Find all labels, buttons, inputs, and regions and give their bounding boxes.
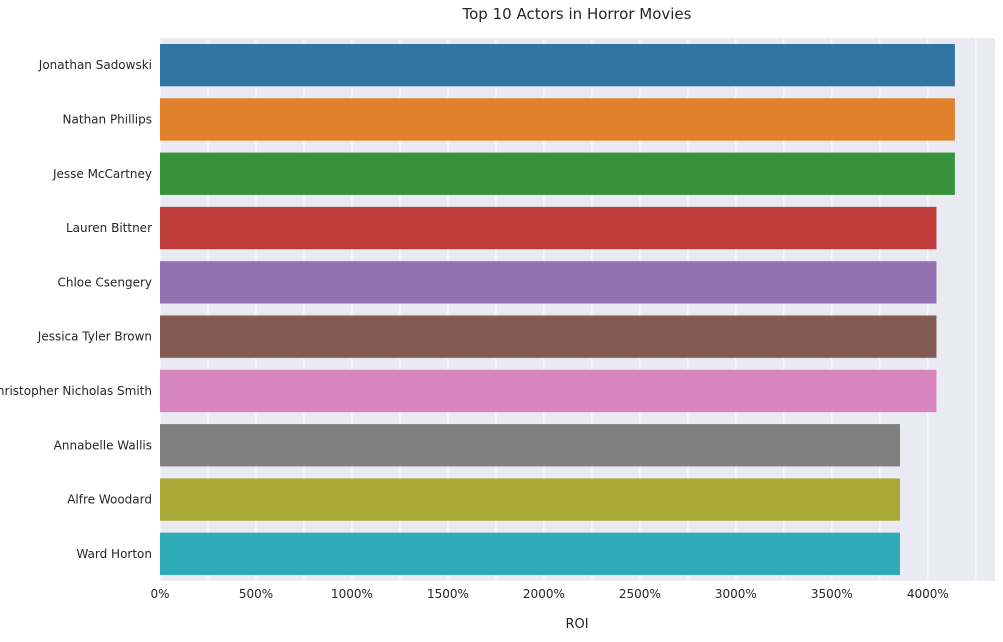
x-tick-label: 1500% [427,587,469,601]
bar [160,478,900,521]
bar [160,532,900,576]
x-tick-label: 500% [239,587,273,601]
y-tick-label: Annabelle Wallis [54,438,152,452]
y-tick-label: Jesse McCartney [52,167,152,181]
x-tick-label: 3500% [811,587,853,601]
x-tick-label: 3000% [715,587,757,601]
x-tick-label: 4000% [907,587,949,601]
y-tick-label: Christopher Nicholas Smith [0,384,152,398]
y-tick-label: Jonathan Sadowski [38,58,152,72]
x-tick-label: 0% [150,587,169,601]
y-tick-label: Chloe Csengery [57,275,152,289]
y-tick-label: Nathan Phillips [63,112,152,126]
x-tick-label: 1000% [331,587,373,601]
bar [160,152,955,195]
chart-title: Top 10 Actors in Horror Movies [462,5,692,23]
bar [160,424,900,467]
bar [160,369,937,413]
y-tick-labels: Jonathan Sadowski Nathan Phillips Jesse Mc… [0,58,152,561]
y-tick-label: Alfre Woodard [67,493,152,507]
y-tick-label: Lauren Bittner [66,221,152,235]
x-tick-label: 2000% [523,587,565,601]
bar [160,315,937,358]
bars [160,43,955,576]
x-axis-label: ROI [565,617,588,632]
x-tick-label: 2500% [619,587,661,601]
bar [160,98,955,141]
y-tick-label: Jessica Tyler Brown [37,330,152,344]
bar [160,43,955,87]
x-tick-labels: 0% 500% 1000% 1500% 2000% 2500% 3000% 3500% 4000… [150,587,948,601]
bar [160,206,937,250]
bar [160,261,937,304]
y-tick-label: Ward Horton [76,547,152,561]
